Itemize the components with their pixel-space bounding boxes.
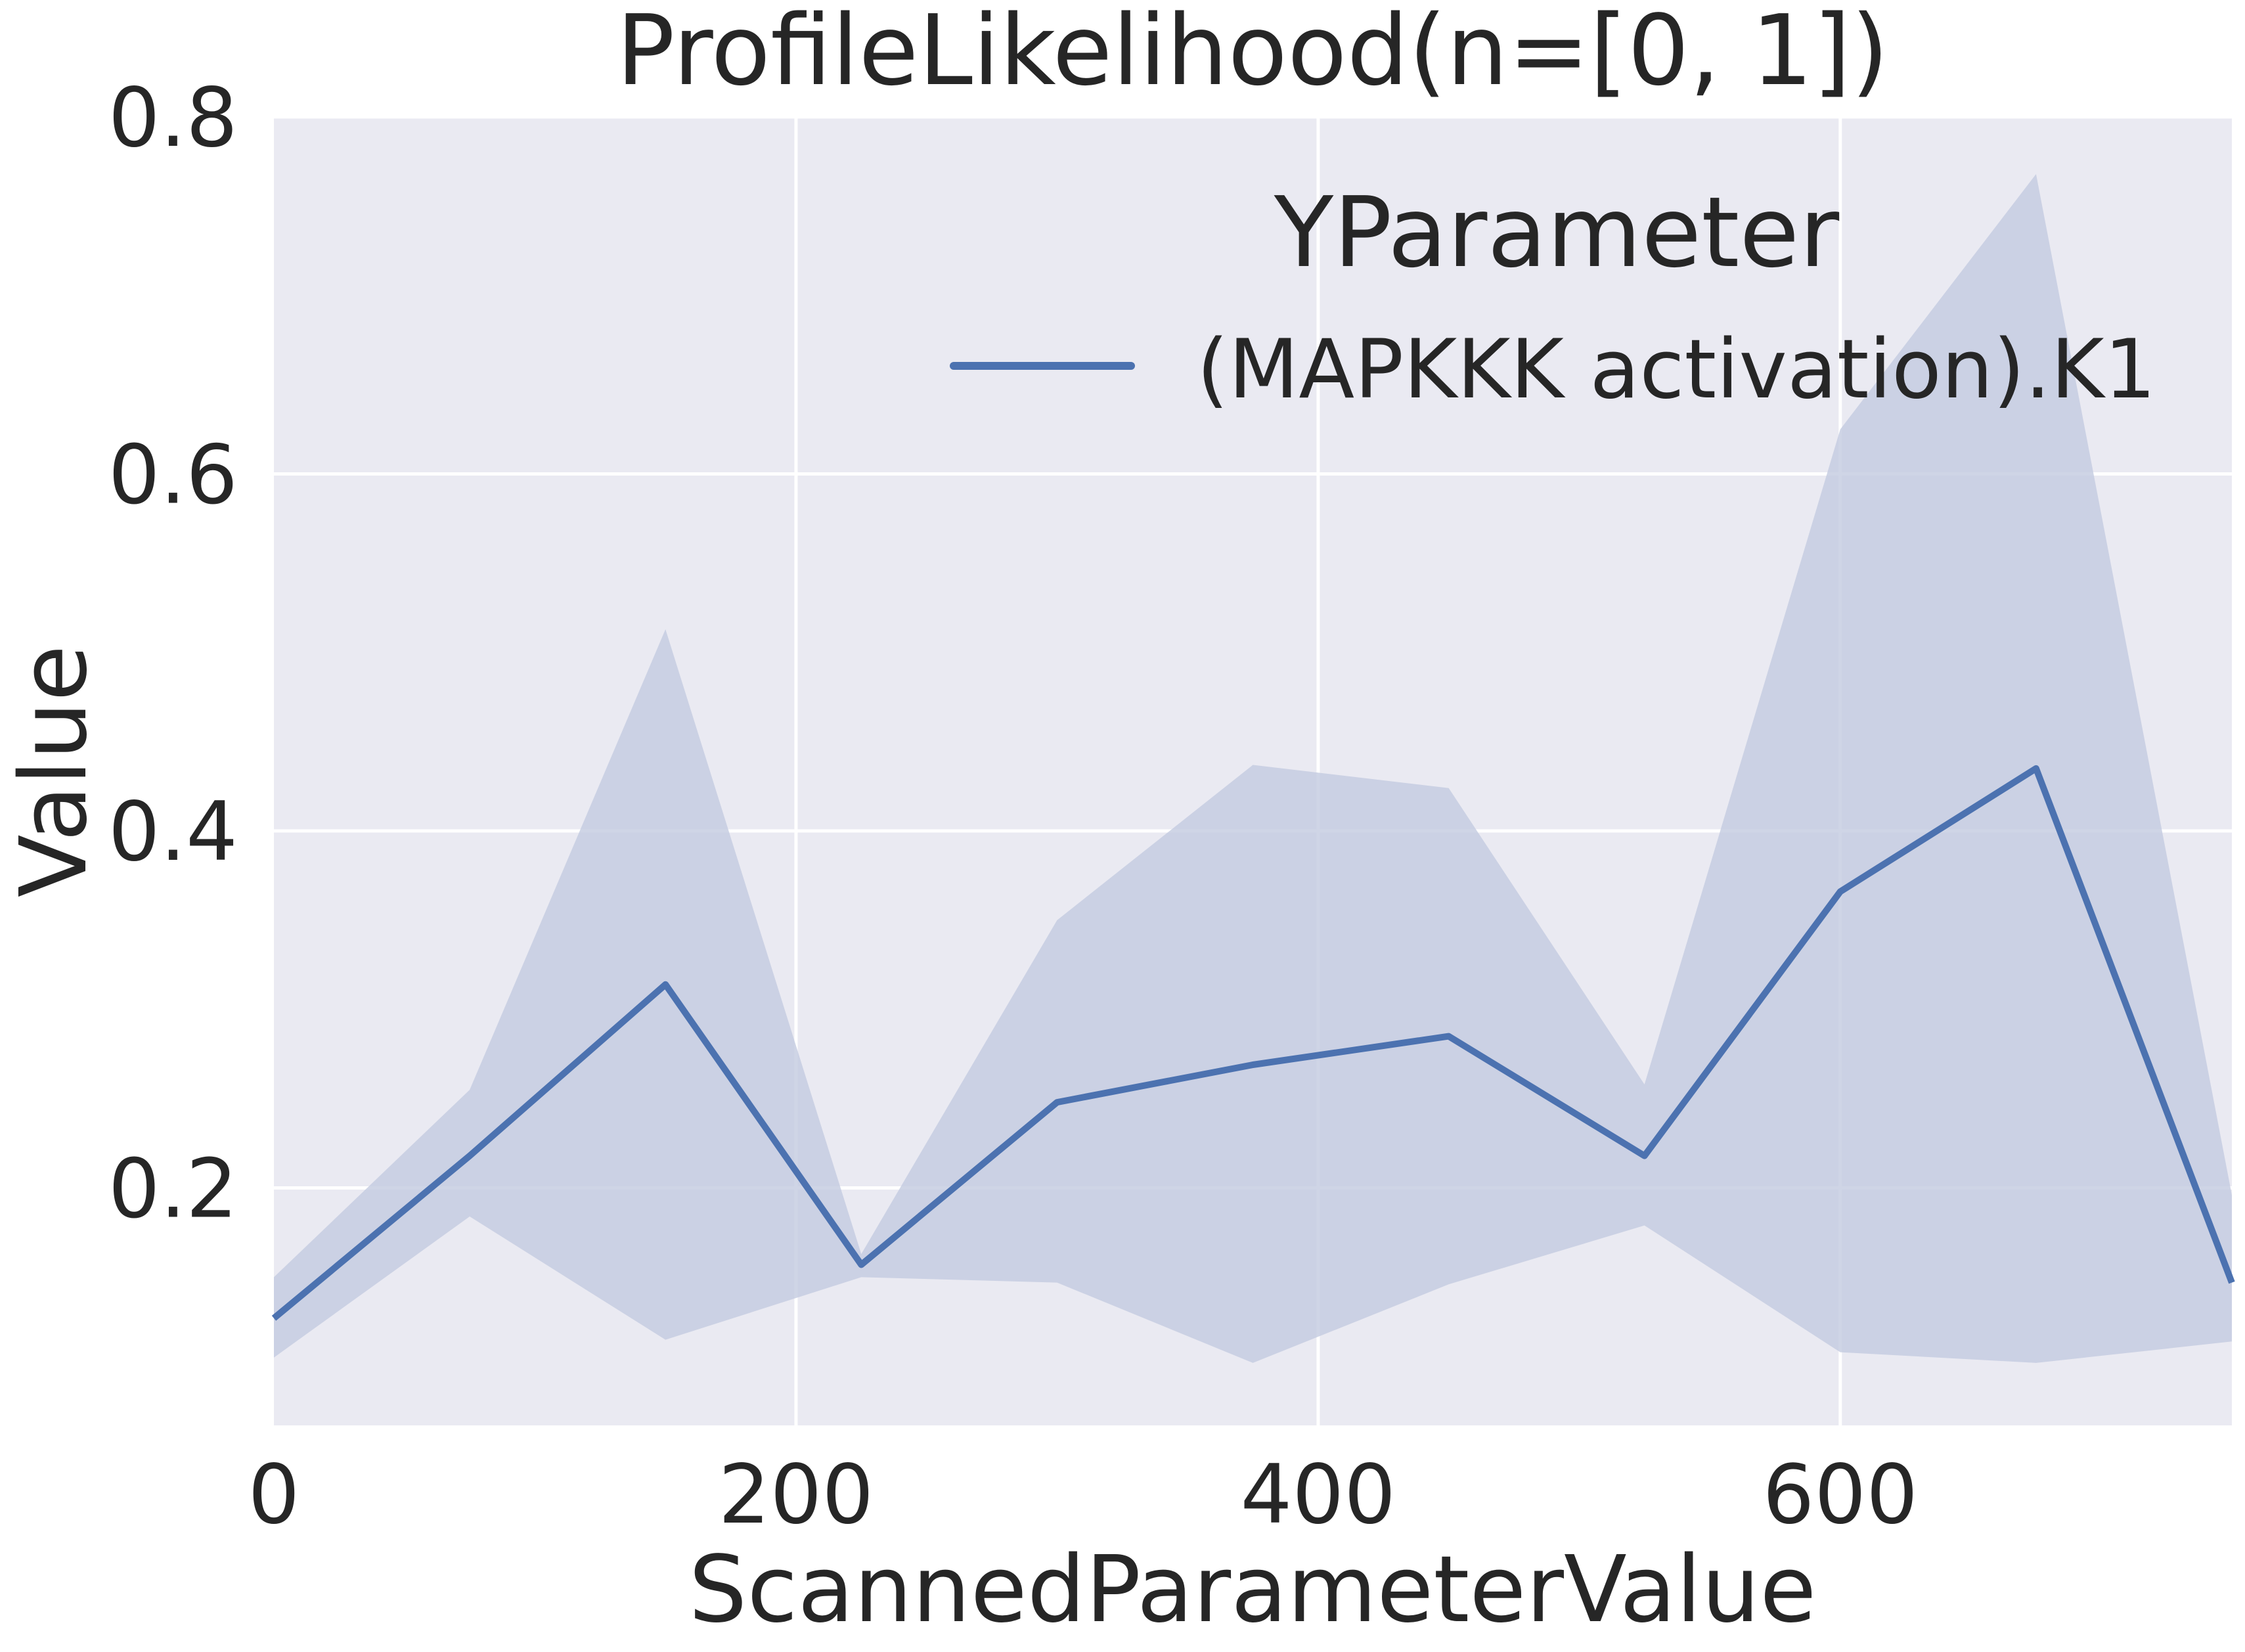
x-tick-label-3: 600	[1762, 1448, 1918, 1542]
series-line-0	[271, 765, 2235, 1321]
x-tick-label-2: 400	[1241, 1448, 1396, 1542]
series-line-layer	[271, 765, 2235, 1321]
y-tick-label-0: 0.2	[108, 1142, 238, 1237]
legend: YParameter (MAPKKK activation).K1	[950, 176, 2156, 417]
x-axis-label: ScannedParameterValue	[689, 1536, 1817, 1643]
y-axis-label: Value	[1, 645, 108, 897]
y-tick-label-3: 0.8	[108, 71, 238, 166]
confidence-band-layer	[274, 174, 2232, 1363]
x-tick-label-0: 0	[248, 1448, 300, 1542]
tick-labels: 0 200 400 600 0.2 0.4 0.6 0.8	[108, 71, 1918, 1542]
legend-title: YParameter	[1274, 176, 1840, 289]
x-tick-label-1: 200	[719, 1448, 874, 1542]
legend-entry-label: (MAPKKK activation).K1	[1197, 323, 2156, 417]
confidence-band-0	[274, 174, 2232, 1363]
chart-title: ProfileLikelihood(n=[0, 1])	[616, 0, 1889, 107]
y-tick-label-1: 0.4	[108, 785, 238, 880]
y-tick-label-2: 0.6	[108, 428, 238, 523]
